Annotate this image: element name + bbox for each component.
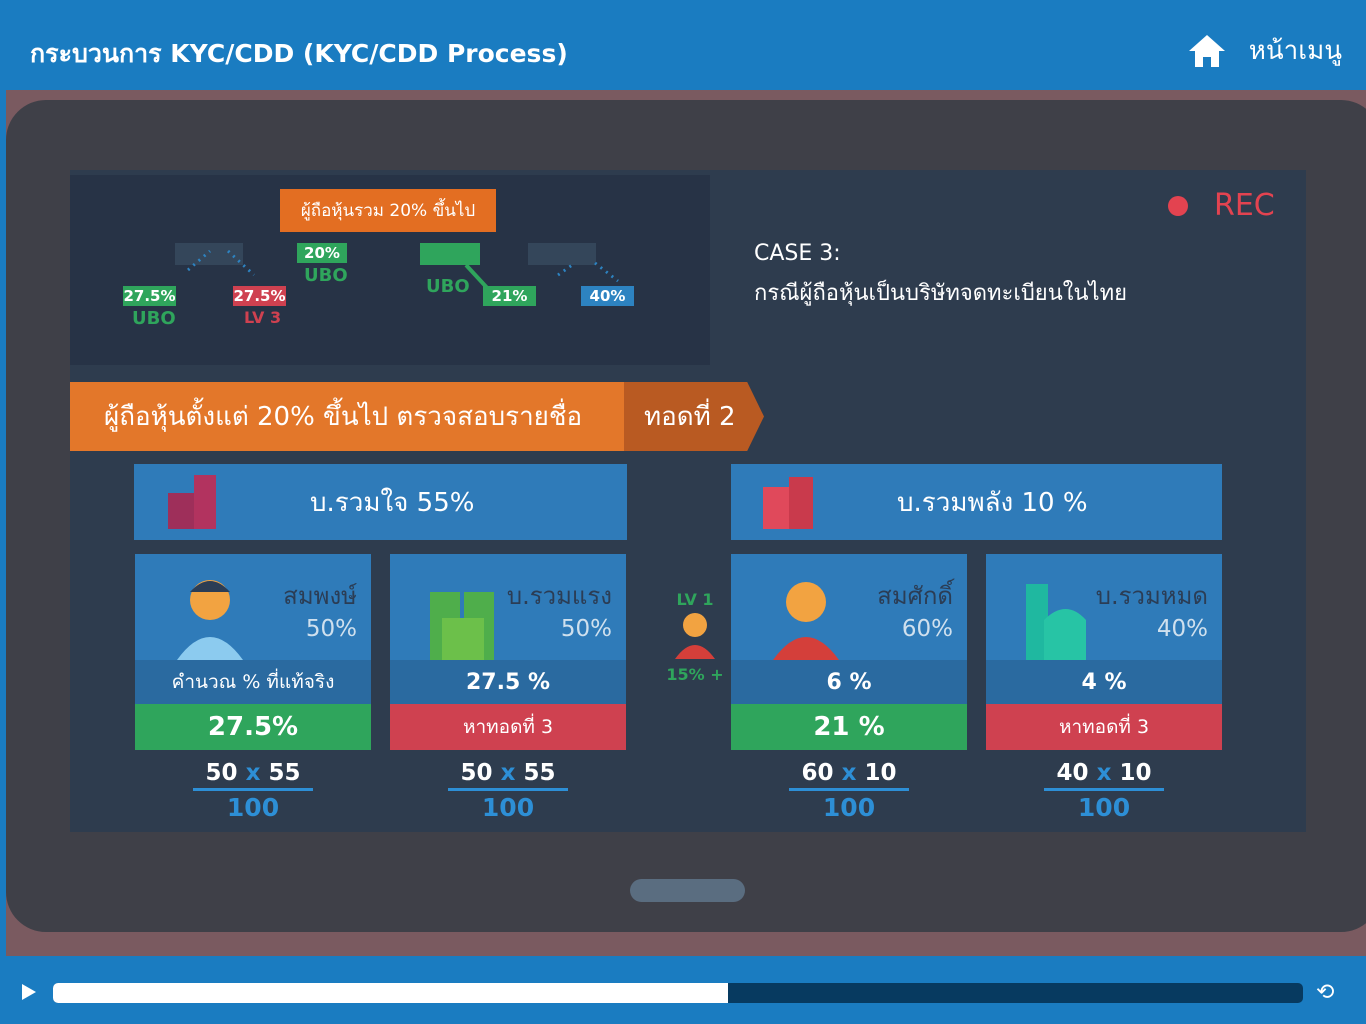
card-result: 21 % xyxy=(731,704,967,750)
card-middle: 4 % xyxy=(986,660,1222,704)
fraction-line xyxy=(1044,788,1164,791)
company-header: บ.รวมพลัง 10 % xyxy=(731,464,1222,540)
header: กระบวนการ KYC/CDD (KYC/CDD Process) หน้า… xyxy=(0,0,1366,90)
building-icon xyxy=(763,477,813,529)
rec-indicator: REC xyxy=(1168,188,1275,223)
replay-icon[interactable]: ⟲ xyxy=(1316,980,1335,1005)
page-title: กระบวนการ KYC/CDD (KYC/CDD Process) xyxy=(30,39,568,68)
person-icon xyxy=(177,580,243,660)
section-banner: ผู้ถือหุ้นตั้งแต่ 20% ขึ้นไป ตรวจสอบรายช… xyxy=(70,382,630,451)
player-controls: ⟲ xyxy=(0,956,1366,1024)
times-sign: x xyxy=(1096,760,1112,786)
company-name: บ.รวมใจ 55% xyxy=(310,487,475,518)
times-sign: x xyxy=(841,760,857,786)
tag-value: 27.5% xyxy=(123,286,176,306)
rec-label: REC xyxy=(1214,188,1275,223)
fraction-line xyxy=(789,788,909,791)
person-icon xyxy=(675,613,715,659)
times-sign: x xyxy=(245,760,261,786)
formula: 50 x 55 100 xyxy=(193,760,313,822)
formula-a: 50 xyxy=(205,760,238,786)
ownership-diagram: ผู้ถือหุ้นรวม 20% ขึ้นไป 27.5% UBO 27.5%… xyxy=(70,175,710,365)
company-header: บ.รวมใจ 55% xyxy=(134,464,627,540)
card-result: 27.5% xyxy=(135,704,371,750)
company-name: บ.รวมพลัง 10 % xyxy=(897,487,1088,518)
case-info: CASE 3: กรณีผู้ถือหุ้นเป็นบริษัทจดทะเบีย… xyxy=(754,234,1127,314)
diagram-connectors xyxy=(175,243,619,293)
shareholder-card: สมศักดิ์ 60% 6 % 21 % xyxy=(731,554,967,750)
card-middle: คำนวณ % ที่แท้จริง xyxy=(135,660,371,704)
case-title: CASE 3: xyxy=(754,241,841,266)
shareholder-name: บ.รวมหมด xyxy=(1095,582,1208,610)
formula-b: 55 xyxy=(268,760,301,786)
formula: 40 x 10 100 xyxy=(1044,760,1164,822)
formula-a: 60 xyxy=(801,760,834,786)
lv1-person: LV 1 15% + xyxy=(666,590,724,684)
card-middle: 27.5 % xyxy=(390,660,626,704)
play-icon[interactable] xyxy=(22,984,36,1000)
home-icon xyxy=(1188,34,1225,67)
tag-value: 27.5% xyxy=(233,286,286,306)
shareholder-card: บ.รวมหมด 40% 4 % หาทอดที่ 3 xyxy=(986,554,1222,750)
step-badge: ทอดที่ 2 xyxy=(624,382,764,451)
tag-label: LV 3 xyxy=(244,308,282,327)
formula: 60 x 10 100 xyxy=(789,760,909,822)
shareholder-percent: 50% xyxy=(305,616,357,642)
tag-label: UBO xyxy=(304,265,348,286)
building-icon xyxy=(1026,584,1086,660)
shareholder-name: บ.รวมแรง xyxy=(506,582,612,610)
formula-a: 40 xyxy=(1056,760,1089,786)
fraction-line xyxy=(193,788,313,791)
shareholder-percent: 40% xyxy=(1156,616,1208,642)
formula-denominator: 100 xyxy=(226,793,280,822)
tag-value: 20% xyxy=(297,243,347,263)
shareholder-card: สมพงษ์ 50% คำนวณ % ที่แท้จริง 27.5% xyxy=(135,554,371,750)
case-subtitle: กรณีผู้ถือหุ้นเป็นบริษัทจดทะเบียนในไทย xyxy=(754,281,1127,306)
tag-value: 40% xyxy=(581,286,634,306)
shareholder-card: บ.รวมแรง 50% 27.5 % หาทอดที่ 3 xyxy=(390,554,626,750)
home-label: หน้าเมนู xyxy=(1248,36,1342,66)
building-icon xyxy=(430,592,494,660)
progress-bar[interactable] xyxy=(53,983,1303,1003)
card-result: หาทอดที่ 3 xyxy=(390,704,626,750)
formula: 50 x 55 100 xyxy=(448,760,568,822)
video-screen: ผู้ถือหุ้นรวม 20% ขึ้นไป 27.5% UBO 27.5%… xyxy=(70,170,1306,832)
home-menu-button[interactable]: หน้าเมนู xyxy=(1187,30,1342,71)
progress-fill xyxy=(53,983,728,1003)
card-middle: 6 % xyxy=(731,660,967,704)
shareholder-percent: 50% xyxy=(560,616,612,642)
tag-value: 21% xyxy=(483,286,536,306)
formula-denominator: 100 xyxy=(1077,793,1131,822)
diagram-headline: ผู้ถือหุ้นรวม 20% ขึ้นไป xyxy=(280,189,496,232)
card-result: หาทอดที่ 3 xyxy=(986,704,1222,750)
lv1-label: LV 1 xyxy=(676,590,714,609)
record-dot-icon xyxy=(1168,195,1188,216)
formula-b: 10 xyxy=(864,760,897,786)
person-icon xyxy=(773,582,839,660)
fraction-line xyxy=(448,788,568,791)
shareholder-name: สมพงษ์ xyxy=(283,582,357,610)
formula-a: 50 xyxy=(460,760,493,786)
formula-denominator: 100 xyxy=(822,793,876,822)
building-icon xyxy=(168,475,216,529)
tag-label: UBO xyxy=(132,308,176,329)
times-sign: x xyxy=(500,760,516,786)
tag-label: UBO xyxy=(426,276,470,297)
shareholder-percent: 60% xyxy=(901,616,953,642)
shareholder-name: สมศักดิ์ xyxy=(877,582,953,610)
formula-b: 55 xyxy=(523,760,556,786)
lv1-value: 15% + xyxy=(666,665,724,684)
tablet-home-button xyxy=(630,879,745,902)
formula-b: 10 xyxy=(1119,760,1152,786)
formula-denominator: 100 xyxy=(481,793,535,822)
